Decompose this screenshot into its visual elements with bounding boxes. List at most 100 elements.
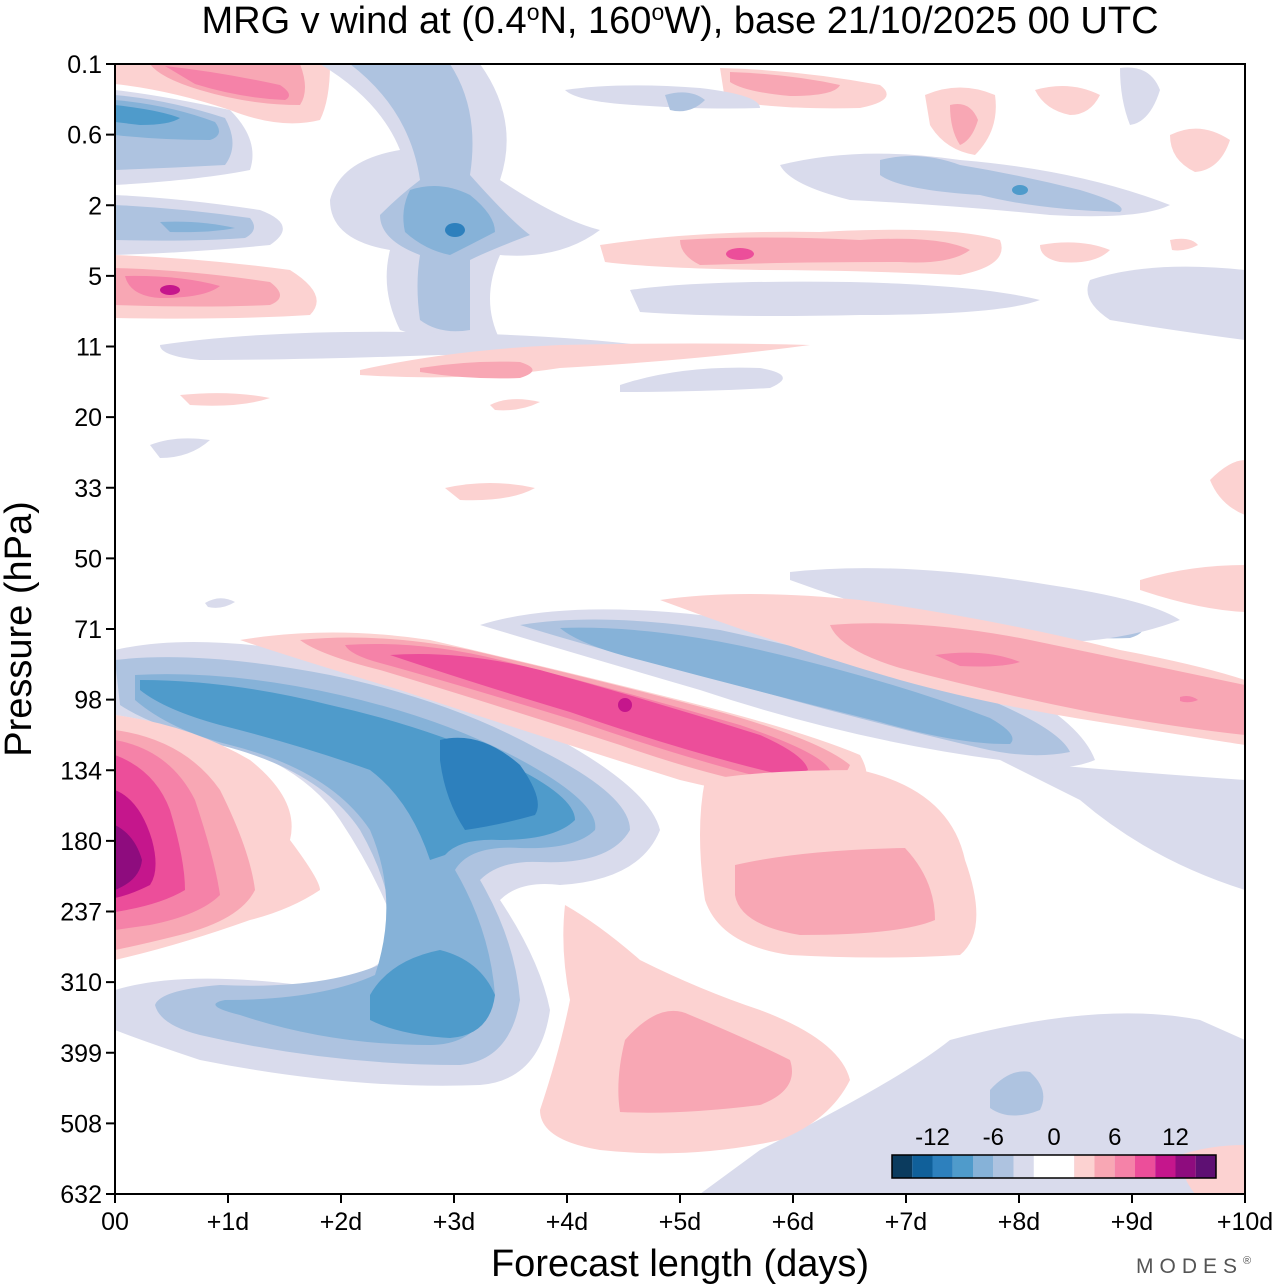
- colorbar-swatch: [1074, 1155, 1095, 1178]
- colorbar-swatch: [1195, 1155, 1216, 1178]
- colorbar-swatch: [973, 1155, 994, 1178]
- y-axis: 0.1 0.6 2 5 11 20 33 50 71 98 134 180 237 310 399 508 63…: [60, 51, 115, 1209]
- neg-shade-0-level13: [620, 367, 783, 392]
- pos-shade-0-right-edge: [1140, 565, 1245, 612]
- y-tick-label: 33: [74, 475, 102, 503]
- x-tick-label: +9d: [1111, 1208, 1153, 1236]
- contour-field: [115, 64, 1245, 1194]
- neg-shade-2-tilted: [560, 627, 1013, 745]
- x-tick-label: +8d: [998, 1208, 1040, 1236]
- plot-area: [114, 63, 1246, 1195]
- y-tick-label: 71: [74, 616, 102, 644]
- x-tick-label: +5d: [659, 1208, 701, 1236]
- colorbar-label: 6: [1108, 1124, 1121, 1151]
- x-axis-title: Forecast length (days): [491, 1243, 869, 1285]
- x-tick-label: +1d: [207, 1208, 249, 1236]
- pos-shade-0-top-right-3: [1035, 86, 1100, 115]
- x-tick-label: 00: [101, 1208, 129, 1236]
- neg-shade-4-column-core: [445, 223, 465, 237]
- colorbar-swatch: [1155, 1155, 1176, 1178]
- colorbar-label: -12: [915, 1124, 950, 1151]
- y-axis-title: Pressure (hPa): [0, 501, 40, 757]
- colorbar-swatch: [912, 1155, 933, 1178]
- neg-shade-3-level2-right-core: [1012, 185, 1028, 195]
- colorbar-label: 12: [1162, 1124, 1189, 1151]
- neg-shade-0-level5-right: [630, 281, 1040, 316]
- colorbar-swatch: [1094, 1155, 1115, 1178]
- neg-shade-1-top-middle: [665, 92, 705, 112]
- y-tick-label: 0.1: [67, 51, 102, 79]
- pos-shade-2-tilted-right-b: [1180, 696, 1198, 703]
- neg-shade-0-top-middle: [565, 85, 760, 109]
- neg-shade-2-column-day3: [403, 186, 495, 255]
- neg-shade-0-lower-right: [700, 1013, 1245, 1194]
- colorbar: -12 -6 0 6 12: [891, 1124, 1217, 1179]
- pos-shade-3-level4-right-core: [726, 248, 754, 260]
- colorbar-swatch: [1175, 1155, 1196, 1178]
- x-tick-label: +10d: [1217, 1208, 1273, 1236]
- y-tick-label: 134: [60, 757, 102, 785]
- neg-shade-4-core: [440, 737, 538, 830]
- neg-shade-0-level58: [205, 598, 235, 608]
- y-tick-label: 180: [60, 828, 102, 856]
- y-tick-label: 50: [74, 545, 102, 573]
- colorbar-swatch: [1135, 1155, 1156, 1178]
- y-tick-label: 310: [60, 969, 102, 997]
- y-tick-label: 20: [74, 404, 102, 432]
- y-tick-label: 399: [60, 1040, 102, 1068]
- pos-shade-4-tilted-core: [618, 698, 632, 712]
- pos-shade-3-tilted: [390, 654, 808, 775]
- x-axis: 00 +1d +2d +3d +4d +5d +6d +7d +8d +9d +10d: [101, 1194, 1273, 1236]
- pos-shade-0-level4-far-right: [1040, 242, 1110, 263]
- neg-shade-1-lower-right: [990, 1071, 1044, 1116]
- y-tick-label: 508: [60, 1110, 102, 1138]
- y-tick-label: 632: [60, 1181, 102, 1209]
- neg-shade-2-level2: [160, 221, 235, 233]
- pos-shade-5-day0: [115, 825, 142, 890]
- colorbar-swatch: [952, 1155, 973, 1178]
- colorbar-label: 0: [1047, 1124, 1060, 1151]
- y-tick-label: 11: [76, 334, 102, 362]
- x-tick-label: +3d: [433, 1208, 475, 1236]
- neg-shade-0-level20: [150, 438, 210, 458]
- pos-shade-0-level28: [445, 483, 535, 501]
- pos-shade-1-top-right-2: [950, 104, 978, 145]
- pos-shade-4-level5-core: [160, 285, 180, 295]
- pos-shade-1-top-right: [730, 72, 840, 96]
- neg-shade-1-level2-right: [880, 156, 1122, 212]
- neg-shade-3-lower: [370, 950, 495, 1038]
- x-tick-label: +6d: [772, 1208, 814, 1236]
- neg-shade-0-upper-right: [790, 568, 1180, 643]
- colorbar-swatch: [892, 1155, 913, 1178]
- pos-shade-2-tilted-right: [935, 652, 1020, 667]
- pos-shade-1-level11: [420, 361, 533, 379]
- y-tick-label: 2: [88, 192, 102, 220]
- colorbar-swatch: [1033, 1155, 1075, 1178]
- neg-shade-0-right-band: [1000, 760, 1245, 890]
- chart-title: MRG v wind at (0.4oN, 160oW), base 21/10…: [201, 0, 1158, 42]
- pos-shade-1-day5: [618, 1010, 792, 1113]
- colorbar-label: -6: [983, 1124, 1004, 1151]
- colorbar-swatch: [1013, 1155, 1034, 1178]
- neg-shade-3-upper-left: [115, 105, 180, 125]
- pos-shade-1-level4-right: [680, 237, 970, 265]
- y-tick-label: 237: [60, 899, 102, 927]
- pos-shade-0-top-right-4: [1170, 128, 1230, 172]
- pos-shade-1-day6: [735, 848, 935, 935]
- pos-shade-0-level15: [180, 393, 270, 406]
- pos-shade-0-level16: [490, 399, 540, 411]
- pos-shade-0-right-edge-33: [1210, 460, 1245, 515]
- pos-shade-2-top-left: [165, 66, 289, 100]
- neg-shade-0-top-corner: [1120, 67, 1160, 125]
- colorbar-swatch: [993, 1155, 1014, 1178]
- pos-shade-0-level4-edge: [1170, 238, 1198, 251]
- x-tick-label: +4d: [546, 1208, 588, 1236]
- colorbar-frame: [891, 1154, 1217, 1179]
- neg-shade-0-level6-right: [1087, 266, 1245, 340]
- y-tick-label: 0.6: [67, 122, 102, 150]
- modes-logo: MODES®: [1136, 1255, 1257, 1278]
- colorbar-swatch: [1114, 1155, 1135, 1178]
- colorbar-swatch: [932, 1155, 953, 1178]
- pos-shade-1-tilted-right: [830, 623, 1245, 735]
